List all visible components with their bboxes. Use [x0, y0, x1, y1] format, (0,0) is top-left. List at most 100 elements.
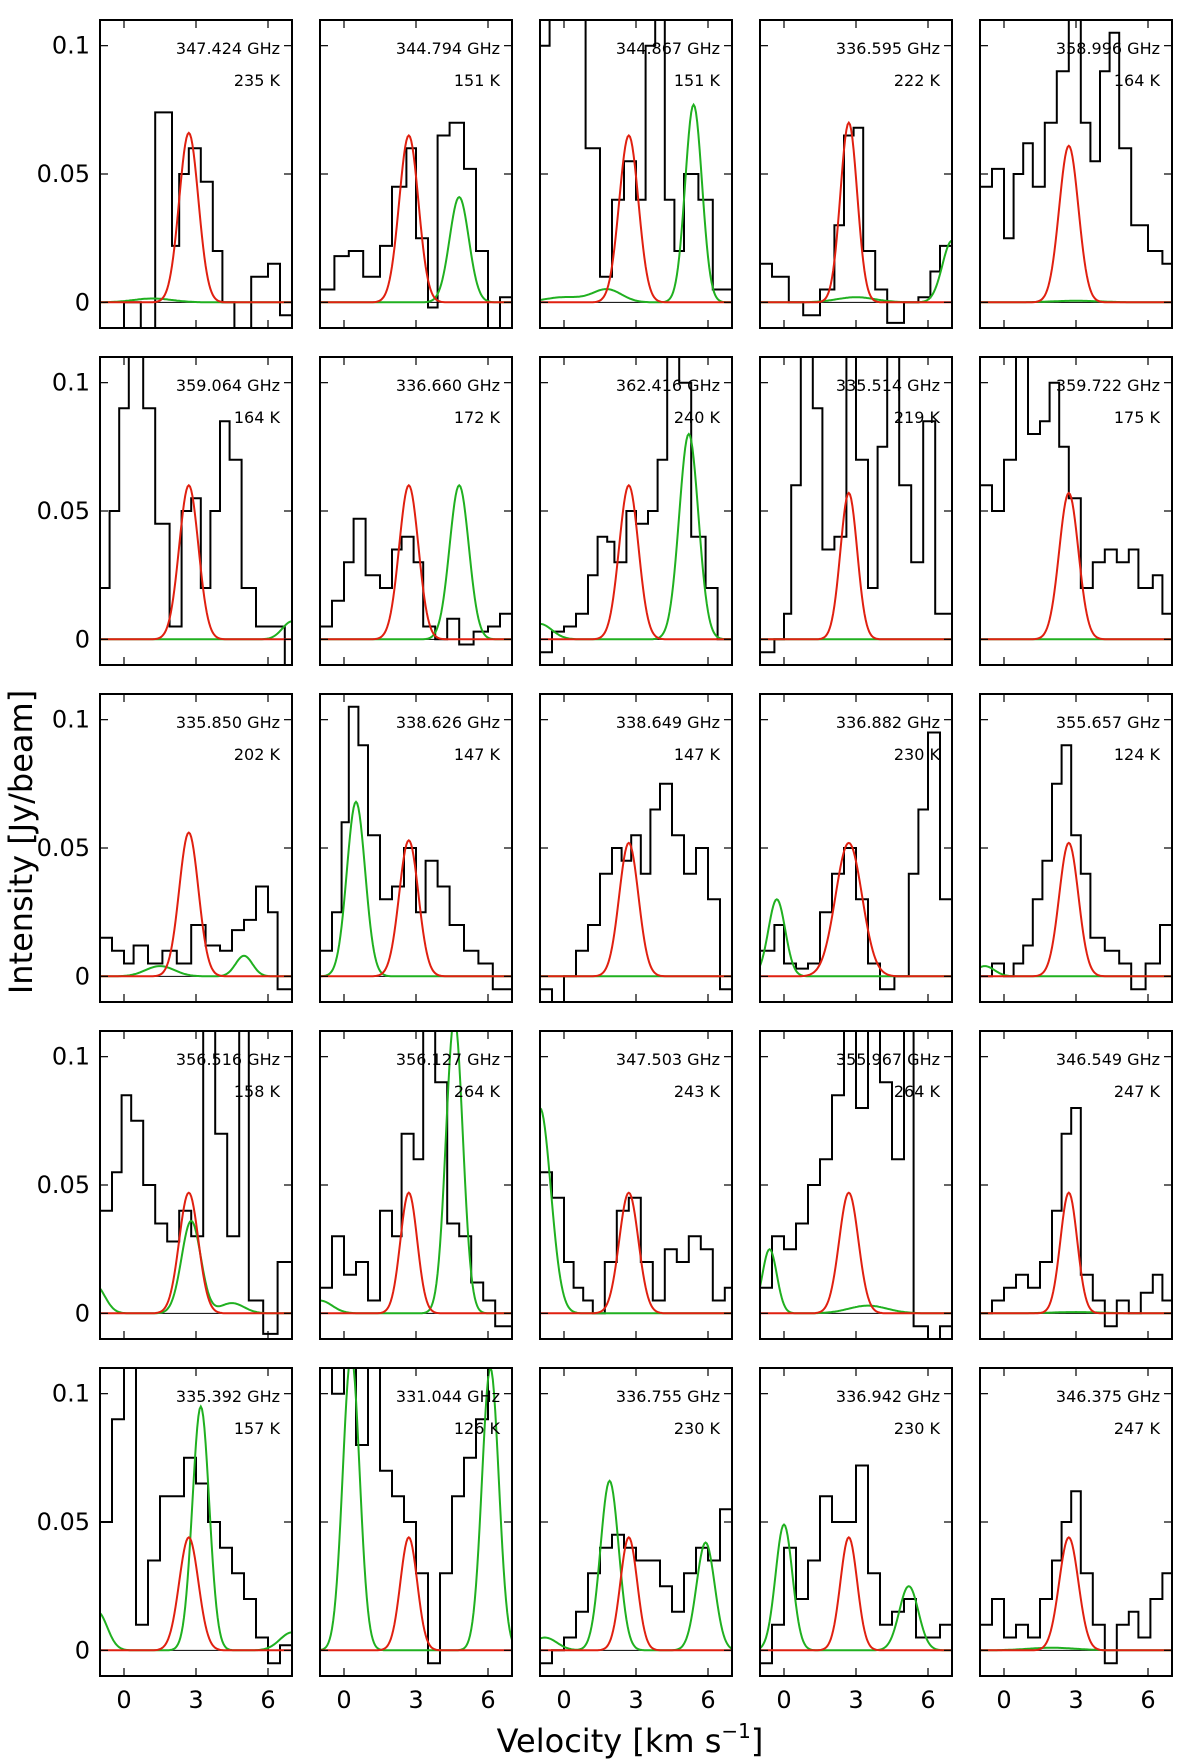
panel-frequency-label: 338.626 GHz [396, 713, 500, 732]
spectrum-panel: 0 0.05 0.1 0 3 6 335.392 GHz 157 K [37, 1367, 293, 1714]
observed-spectrum [320, 1031, 512, 1328]
observed-spectrum [540, 1171, 732, 1315]
panel-frequency-label: 336.595 GHz [836, 39, 940, 58]
model-line-target [100, 1191, 292, 1315]
y-tick-label: 0.1 [52, 1380, 90, 1408]
observed-spectrum [320, 1368, 512, 1665]
observed-spectrum [540, 357, 732, 654]
panel-frequency-label: 355.967 GHz [836, 1050, 940, 1069]
x-axis-label: Velocity [km s−1] [497, 1719, 764, 1760]
panel-temperature-label: 172 K [454, 408, 501, 427]
x-tick-label: 3 [1068, 1686, 1083, 1714]
spectrum-panel: 0 3 6 331.044 GHz 126 K [319, 1367, 513, 1714]
observed-spectrum [320, 705, 512, 1002]
model-line-other [540, 1107, 732, 1315]
model-line-target [760, 1536, 952, 1652]
y-tick-label: 0.05 [37, 834, 90, 862]
panel-temperature-label: 147 K [674, 745, 721, 764]
panel-frame [979, 356, 1173, 666]
spectrum-panel: 356.127 GHz 264 K [319, 1030, 513, 1340]
y-tick-label: 0.1 [52, 1043, 90, 1071]
panel-plot-area [540, 1107, 732, 1315]
observed-spectrum [540, 20, 732, 303]
panel-plot-area [540, 20, 732, 304]
x-tick-label: 3 [848, 1686, 863, 1714]
x-tick-label: 0 [116, 1686, 131, 1714]
spectrum-panel: 336.595 GHz 222 K [759, 19, 953, 329]
model-line-target [540, 1191, 732, 1315]
observed-spectrum [980, 1107, 1172, 1328]
panel-frequency-label: 336.882 GHz [836, 713, 940, 732]
observed-spectrum [980, 1490, 1172, 1665]
model-line-target [540, 841, 732, 978]
y-tick-label: 0 [75, 625, 90, 653]
observed-spectrum [540, 782, 732, 1002]
panel-temperature-label: 230 K [894, 745, 941, 764]
x-tick-label: 0 [776, 1686, 791, 1714]
panel-temperature-label: 240 K [674, 408, 721, 427]
observed-spectrum [100, 357, 292, 665]
model-line-target [980, 1191, 1172, 1315]
model-line-target [980, 491, 1172, 641]
x-tick-label: 0 [996, 1686, 1011, 1714]
model-line-target [320, 134, 512, 304]
x-axis-label-end: ] [751, 1722, 763, 1760]
model-line-other [980, 965, 1172, 978]
spectrum-panel: 362.416 GHz 240 K [539, 356, 733, 666]
panel-frequency-label: 346.549 GHz [1056, 1050, 1160, 1069]
panel-temperature-label: 124 K [1114, 745, 1161, 764]
panel-plot-area [320, 121, 512, 328]
panel-frequency-label: 355.657 GHz [1056, 713, 1160, 732]
spectrum-panel: 346.549 GHz 247 K [979, 1030, 1173, 1340]
model-line-other [760, 898, 952, 978]
observed-spectrum [100, 1031, 292, 1335]
x-tick-label: 6 [1140, 1686, 1155, 1714]
panel-plot-area [760, 731, 952, 991]
panel-plot-area [760, 357, 952, 654]
model-line-target [320, 838, 512, 978]
model-line-target [760, 120, 952, 304]
panel-plot-area [100, 1031, 292, 1335]
observed-spectrum [100, 111, 292, 328]
observed-spectrum [760, 126, 952, 324]
x-tick-label: 3 [408, 1686, 423, 1714]
spectrum-panel: 0 3 6 346.375 GHz 247 K [979, 1367, 1173, 1714]
panel-temperature-label: 126 K [454, 1419, 501, 1438]
panel-frequency-label: 347.503 GHz [616, 1050, 720, 1069]
model-line-target [320, 1536, 512, 1652]
panel-frequency-label: 335.514 GHz [836, 376, 940, 395]
panel-plot-area [100, 357, 292, 665]
spectrum-panel: 355.967 GHz 264 K [759, 1030, 953, 1340]
panel-plot-area [100, 1368, 292, 1665]
panel-temperature-label: 235 K [234, 71, 281, 90]
model-line-target [320, 1191, 512, 1315]
panel-frame [99, 1030, 293, 1340]
spectrum-panel: 0 0.05 0.1 359.064 GHz 164 K [37, 356, 293, 666]
y-tick-label: 0.1 [52, 369, 90, 397]
panel-plot-area [540, 782, 732, 1002]
x-axis-label-superscript: −1 [721, 1719, 750, 1743]
x-tick-label: 6 [480, 1686, 495, 1714]
spectrum-panel: 0 0.05 0.1 347.424 GHz 235 K [37, 19, 293, 329]
panel-temperature-label: 264 K [454, 1082, 501, 1101]
panel-frequency-label: 336.942 GHz [836, 1387, 940, 1406]
panel-plot-area [980, 357, 1172, 641]
panel-temperature-label: 264 K [894, 1082, 941, 1101]
observed-spectrum [980, 744, 1172, 991]
model-line-target [980, 1536, 1172, 1652]
panel-temperature-label: 164 K [234, 408, 281, 427]
panel-temperature-label: 243 K [674, 1082, 721, 1101]
spectrum-panel: 359.722 GHz 175 K [979, 356, 1173, 666]
panel-temperature-label: 230 K [674, 1419, 721, 1438]
panel-frame [539, 1030, 733, 1340]
panel-frequency-label: 336.660 GHz [396, 376, 500, 395]
model-line-target [100, 1536, 292, 1652]
x-tick-label: 6 [700, 1686, 715, 1714]
panel-frequency-label: 362.416 GHz [616, 376, 720, 395]
model-line-target [980, 841, 1172, 978]
panel-temperature-label: 147 K [454, 745, 501, 764]
observed-spectrum [100, 1368, 292, 1665]
panel-temperature-label: 158 K [234, 1082, 281, 1101]
y-axis-label: Intensity [Jy/beam] [2, 690, 40, 994]
